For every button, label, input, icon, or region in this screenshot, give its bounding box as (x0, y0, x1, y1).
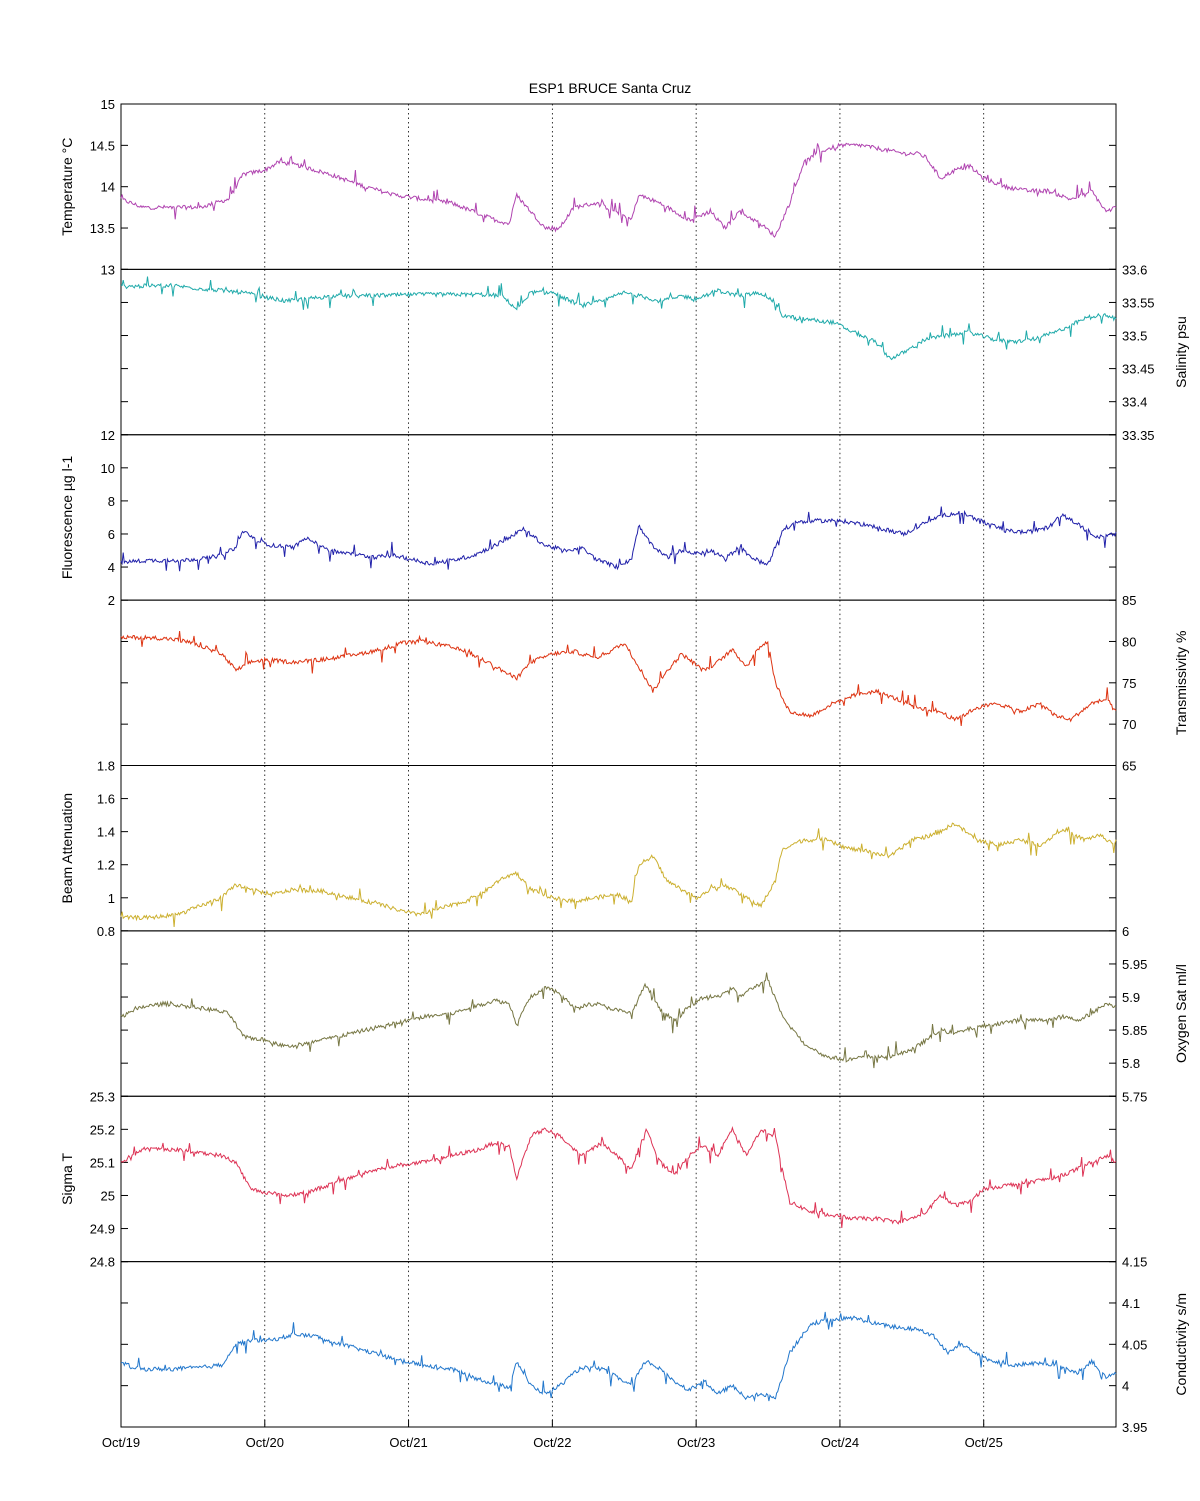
panel-transmissivity: 65 70 75 80 85 Transmissivity % (120, 593, 1189, 774)
y-tick-label: 15 (101, 97, 115, 112)
series-line-salinity (120, 276, 1117, 361)
y-tick-label: 4.05 (1122, 1337, 1147, 1352)
panel-temperature: 13 13.5 14 14.5 15 Temperature °C (59, 97, 1117, 277)
y-tick-label: 5.8 (1122, 1056, 1140, 1071)
figure-title: ESP1 BRUCE Santa Cruz (529, 80, 692, 96)
y-axis-label: Sigma T (59, 1153, 75, 1205)
y-tick-label: 4 (1122, 1379, 1129, 1394)
y-tick-label: 25.3 (90, 1089, 115, 1104)
panel-oxygen-saturation: 5.75 5.8 5.85 5.9 5.95 6 Oxygen Sat ml/l (120, 924, 1189, 1104)
y-tick-label: 65 (1122, 759, 1136, 774)
y-axis-label: Oxygen Sat ml/l (1173, 964, 1189, 1063)
y-tick-label: 24.8 (90, 1255, 115, 1270)
y-axis-label: Temperature °C (59, 138, 75, 236)
y-tick-label: 5.85 (1122, 1023, 1147, 1038)
y-tick-label: 85 (1122, 593, 1136, 608)
x-tick-label: Oct/23 (677, 1435, 715, 1450)
y-tick-label: 1.2 (97, 858, 115, 873)
y-tick-label: 1.4 (97, 825, 115, 840)
y-tick-label: 6 (1122, 924, 1129, 939)
panel-sigma-t: 24.8 24.9 25 25.1 25.2 25.3 Sigma T (59, 1089, 1117, 1270)
y-tick-label: 33.4 (1122, 395, 1147, 410)
y-tick-label: 4.15 (1122, 1255, 1147, 1270)
y-tick-label: 14.5 (90, 138, 115, 153)
y-tick-label: 33.45 (1122, 362, 1155, 377)
y-tick-label: 2 (108, 593, 115, 608)
y-tick-label: 33.6 (1122, 262, 1147, 277)
y-tick-label: 8 (108, 494, 115, 509)
y-tick-label: 25.1 (90, 1155, 115, 1170)
panel-frame (120, 434, 1117, 601)
panel-frame (120, 103, 1117, 270)
x-tick-label: Oct/21 (389, 1435, 427, 1450)
panel-frame (120, 765, 1117, 932)
panel-frame (120, 599, 1117, 766)
y-tick-label: 1.8 (97, 759, 115, 774)
y-tick-label: 3.95 (1122, 1420, 1147, 1435)
y-tick-label: 14 (101, 180, 115, 195)
y-axis-label: Fluorescence µg l-1 (59, 456, 75, 579)
y-tick-label: 24.9 (90, 1222, 115, 1237)
panel-fluorescence: 2 4 6 8 10 12 Fluorescence µg l-1 (59, 428, 1117, 608)
y-tick-label: 1.6 (97, 792, 115, 807)
panel-frame (120, 1095, 1117, 1263)
series-line-conductivity (120, 1311, 1117, 1403)
panel-frame (120, 1261, 1117, 1428)
y-tick-label: 10 (101, 461, 115, 476)
x-tick-label: Oct/20 (246, 1435, 284, 1450)
y-tick-label: 75 (1122, 676, 1136, 691)
y-tick-label: 5.75 (1122, 1089, 1147, 1104)
panel-frame (120, 268, 1117, 436)
y-tick-label: 1 (108, 891, 115, 906)
series-line-oxygen-saturation (120, 972, 1117, 1069)
panel-conductivity: 3.95 4 4.05 4.1 4.15 Conductivity s/m (120, 1255, 1189, 1435)
series-line-transmissivity (120, 631, 1117, 726)
y-axis-label: Conductivity s/m (1173, 1293, 1189, 1396)
x-tick-label: Oct/24 (821, 1435, 859, 1450)
y-axis-label: Transmissivity % (1173, 631, 1189, 736)
y-tick-label: 33.5 (1122, 329, 1147, 344)
y-axis-label: Beam Attenuation (59, 793, 75, 904)
y-tick-label: 13.5 (90, 221, 115, 236)
y-tick-label: 13 (101, 262, 115, 277)
y-tick-label: 4 (108, 560, 115, 575)
y-tick-label: 33.55 (1122, 295, 1155, 310)
x-tick-label: Oct/25 (965, 1435, 1003, 1450)
y-tick-label: 12 (101, 428, 115, 443)
y-tick-label: 6 (108, 527, 115, 542)
x-axis: Oct/19 Oct/20 Oct/21 Oct/22 Oct/23 Oct/24 Oct/… (102, 1420, 1003, 1450)
y-tick-label: 33.35 (1122, 428, 1155, 443)
series-line-temperature (120, 142, 1117, 238)
series-line-fluorescence (120, 506, 1117, 572)
y-tick-label: 25.2 (90, 1122, 115, 1137)
series-line-sigma-t (120, 1125, 1117, 1229)
x-tick-label: Oct/19 (102, 1435, 140, 1450)
series-line-beam-attenuation (120, 822, 1117, 928)
panel-frame (120, 930, 1117, 1097)
y-tick-label: 0.8 (97, 924, 115, 939)
y-tick-label: 5.9 (1122, 990, 1140, 1005)
y-axis-label: Salinity psu (1173, 316, 1189, 388)
y-tick-label: 70 (1122, 717, 1136, 732)
y-tick-label: 4.1 (1122, 1296, 1140, 1311)
y-tick-label: 25 (101, 1188, 115, 1203)
x-tick-label: Oct/22 (533, 1435, 571, 1450)
y-tick-label: 5.95 (1122, 957, 1147, 972)
panel-beam-attenuation: 0.8 1 1.2 1.4 1.6 1.8 Beam Attenuation (59, 759, 1117, 939)
panel-salinity: 33.35 33.4 33.45 33.5 33.55 33.6 Salinity psu (120, 262, 1189, 443)
y-tick-label: 80 (1122, 634, 1136, 649)
